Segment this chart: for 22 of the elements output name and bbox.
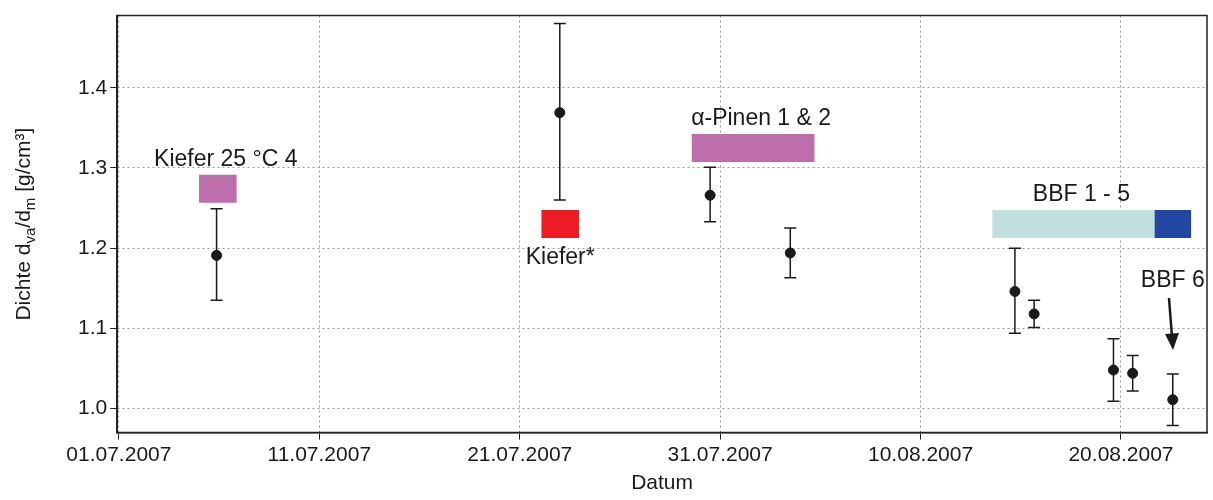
x-axis-title: Datum: [631, 470, 694, 494]
series-label: Kiefer 25 °C 4: [154, 144, 298, 171]
point: [1127, 367, 1139, 379]
point: [784, 247, 796, 259]
x-tick-label: 10.08.2007: [868, 442, 974, 465]
x-tick-label: 20.08.2007: [1068, 442, 1174, 465]
series-label: BBF 1 - 5: [1032, 179, 1130, 206]
y-axis-title: Dichte dva/dm [g/cm³]: [11, 127, 38, 321]
series-label: Kiefer*: [525, 242, 595, 269]
annotation: BBF 6: [1140, 265, 1205, 292]
x-tick-label: 11.07.2007: [267, 442, 372, 465]
y-tick-label: 1.4: [77, 74, 108, 98]
x-tick-label: 31.07.2007: [667, 442, 773, 465]
point: [1107, 364, 1119, 376]
y-tick-label: 1.1: [77, 315, 108, 339]
point: [211, 249, 223, 261]
y-tick-label: 1.2: [77, 234, 108, 258]
x-tick-label: 01.07.2007: [66, 442, 172, 465]
series-label: α-Pinen 1 & 2: [691, 103, 832, 130]
y-tick-label: 1.3: [77, 154, 108, 178]
y-tick-label: 1.0: [77, 395, 108, 419]
x-tick-label: 21.07.2007: [467, 442, 573, 465]
